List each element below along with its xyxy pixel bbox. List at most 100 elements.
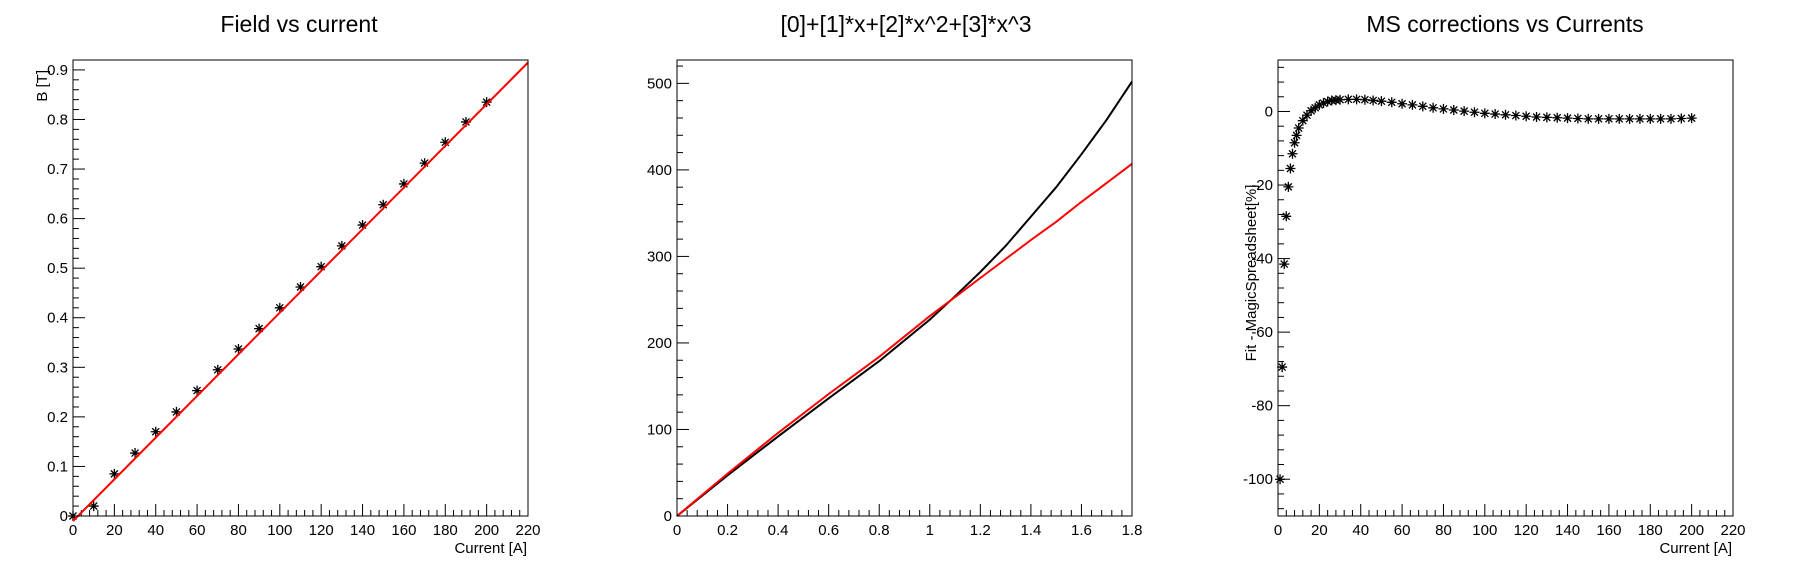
panel3-data-point: [1624, 113, 1635, 124]
panel3-marks: [1275, 94, 1697, 485]
panel2-ticks: 0 0.2 0.4 0.6 0.8 1 1.2 1.4 1.6 1.8 0 100 200 300 400 5…: [647, 65, 1143, 539]
panel3-title: MS corrections vs Currents: [1366, 11, 1643, 37]
panel1-xtick-label: 120: [309, 522, 334, 539]
panel2-xtick-label: 1.2: [970, 522, 991, 539]
panel3-data-point: [1351, 94, 1362, 105]
panel1-data-point: [419, 158, 430, 169]
panel-cubic-fit: [0]+[1]*x+[2]*x^2+[3]*x^3 0 0.2 0.4 0.6 0.8 1…: [647, 11, 1142, 539]
panel3-ylabel: Fit - MagicSpreadsheet[%]: [1243, 185, 1260, 362]
panel3-ytick-label: -40: [1251, 251, 1273, 268]
panel1-data-point: [398, 178, 409, 189]
panel1-ytick-label: 0.3: [47, 359, 68, 376]
panel1-xlabel: Current [A]: [454, 540, 527, 557]
panel3-data-point: [1306, 105, 1317, 116]
panel3-data-point: [1397, 98, 1408, 109]
panel1-data-point: [295, 282, 306, 293]
panel1-ytick-label: 0: [60, 508, 68, 525]
panel3-data-point: [1552, 112, 1563, 123]
panel2-xtick-label: 1: [926, 522, 934, 539]
panel-ms-corrections: MS corrections vs Currents Current [A] F…: [1243, 11, 1746, 557]
panel1-xtick-label: 180: [433, 522, 458, 539]
panel1-data-point: [378, 199, 389, 210]
panel3-data-point: [1583, 113, 1594, 124]
panel2-ytick-label: 400: [647, 162, 672, 179]
panel3-data-point: [1279, 259, 1290, 270]
panel3-data-point: [1541, 112, 1552, 123]
panel1-data-point: [316, 261, 327, 272]
panel2-xtick-label: 0.4: [768, 522, 789, 539]
panel3-data-point: [1479, 108, 1490, 119]
panel3-data-point: [1655, 113, 1666, 124]
panel1-data-point: [212, 364, 223, 375]
panel3-data-point: [1291, 130, 1302, 141]
panel3-data-point: [1285, 163, 1296, 174]
panel1-xtick-label: 0: [69, 522, 77, 539]
panel3-data-point: [1386, 97, 1397, 108]
panel1-data-point: [274, 302, 285, 313]
panel3-data-point: [1368, 95, 1379, 106]
panel1-data-point: [254, 323, 265, 334]
panel3-data-point: [1448, 105, 1459, 116]
panel2-xtick-label: 1.8: [1122, 522, 1143, 539]
panel1-ticks: 0 20 40 60 80 100 120 140 160 180 200 220 0 0.1 0.2 0.3…: [47, 62, 540, 539]
panel3-xtick-label: 60: [1394, 522, 1411, 539]
panel3-xtick-label: 160: [1596, 522, 1621, 539]
panel3-xtick-label: 180: [1638, 522, 1663, 539]
panel1-data-point: [171, 406, 182, 417]
panel3-data-point: [1428, 102, 1439, 113]
panel3-data-point: [1335, 94, 1346, 105]
panel1-xtick-label: 140: [350, 522, 375, 539]
panel3-data-point: [1301, 110, 1312, 121]
panel1-data-point: [440, 137, 451, 148]
panel2-xtick-label: 0: [673, 522, 681, 539]
panel3-data-point: [1318, 98, 1329, 109]
panel2-ytick-label: 200: [647, 335, 672, 352]
panel2-series-1-line: [676, 163, 1133, 517]
panel1-xtick-label: 220: [515, 522, 540, 539]
panel1-data-point: [357, 220, 368, 231]
panel3-ytick-label: -80: [1251, 398, 1273, 415]
panel3-data-point: [1634, 113, 1645, 124]
panel3-xtick-label: 40: [1352, 522, 1369, 539]
panel1-ytick-label: 0.6: [47, 211, 68, 228]
panel3-data-point: [1500, 109, 1511, 120]
panel3-data-point: [1665, 113, 1676, 124]
panel2-xtick-label: 0.8: [869, 522, 890, 539]
panel3-data-point: [1438, 103, 1449, 114]
panel3-data-point: [1593, 113, 1604, 124]
panel2-series-0-line: [676, 81, 1133, 517]
panel3-data-point: [1376, 96, 1387, 107]
panel3-xtick-label: 140: [1555, 522, 1580, 539]
panel1-xtick-label: 60: [189, 522, 206, 539]
panel3-data-point: [1293, 123, 1304, 134]
panel3-ticks: 0 20 40 60 80 100 120 140 160 180 200 220 -100 -80 -60…: [1243, 66, 1746, 539]
panel3-ytick-label: -60: [1251, 324, 1273, 341]
panel1-ytick-label: 0.8: [47, 111, 68, 128]
panel1-data-point: [150, 426, 161, 437]
panel3-data-point: [1283, 181, 1294, 192]
panel3-data-point: [1521, 111, 1532, 122]
panel3-frame: [1277, 59, 1734, 517]
panel1-data-point: [130, 448, 141, 459]
panel1-xtick-label: 100: [267, 522, 292, 539]
panel3-data-point: [1490, 109, 1501, 120]
panel3-data-point: [1469, 107, 1480, 118]
panel3-data-point: [1417, 101, 1428, 112]
panel1-ytick-label: 0.4: [47, 310, 68, 327]
panel3-xlabel: Current [A]: [1659, 540, 1732, 557]
panel1-data-point: [460, 116, 471, 127]
panel2-ytick-label: 500: [647, 75, 672, 92]
panel3-xtick-label: 0: [1274, 522, 1282, 539]
panel3-data-point: [1531, 112, 1542, 122]
panel3-data-point: [1289, 137, 1300, 148]
panel2-xtick-label: 0.2: [717, 522, 738, 539]
panel1-xtick-label: 40: [147, 522, 164, 539]
panel1-data-point: [192, 385, 203, 396]
panel3-xtick-label: 200: [1679, 522, 1704, 539]
panel2-title: [0]+[1]*x+[2]*x^2+[3]*x^3: [780, 11, 1031, 37]
panel3-data-point: [1407, 99, 1418, 110]
panel1-title: Field vs current: [220, 11, 378, 37]
panel2-ytick-label: 100: [647, 421, 672, 438]
panel1-ytick-label: 0.5: [47, 260, 68, 277]
